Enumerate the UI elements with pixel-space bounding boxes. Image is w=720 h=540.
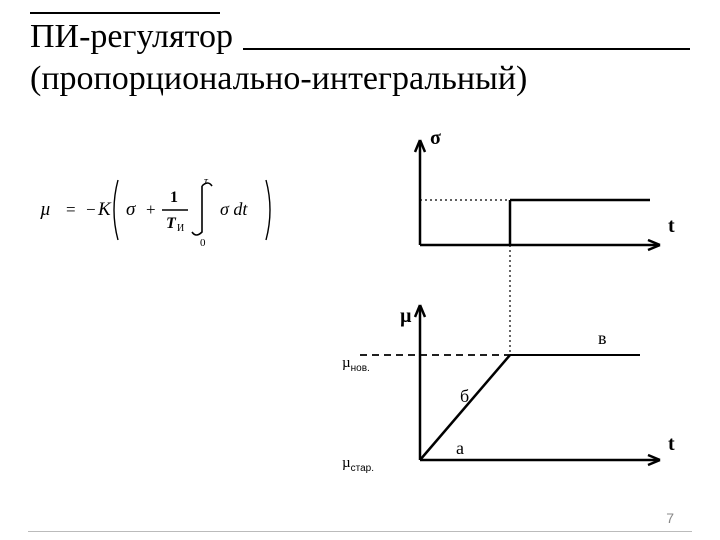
svg-text:t: t: [668, 215, 675, 237]
svg-text:−: −: [86, 200, 96, 219]
svg-text:K: K: [97, 199, 112, 220]
response-diagram: σ t µ t а б в µнов. µстар.: [330, 130, 690, 515]
svg-text:T: T: [166, 215, 177, 232]
svg-text:И: И: [177, 223, 184, 234]
svg-text:а: а: [456, 438, 464, 458]
title-top-rule: [30, 12, 220, 14]
svg-text:σ: σ: [430, 130, 441, 149]
footer-rule: [28, 531, 692, 532]
svg-text:µ: µ: [40, 199, 51, 220]
title-underline: [243, 48, 690, 50]
svg-text:+: +: [146, 200, 156, 219]
svg-text:σ: σ: [126, 199, 136, 220]
svg-text:µ: µ: [400, 305, 412, 327]
svg-text:б: б: [460, 386, 469, 406]
svg-text:=: =: [66, 200, 76, 219]
pi-formula: µ = − K σ + 1 T И τ 0 σ dt: [40, 170, 320, 255]
svg-text:в: в: [598, 328, 607, 348]
svg-text:τ: τ: [204, 175, 209, 187]
svg-text:0: 0: [200, 237, 206, 249]
mu-star-label: µстар.: [342, 454, 374, 474]
mu-nov-label: µнов.: [342, 354, 370, 374]
svg-text:t: t: [668, 433, 675, 455]
title-line-2: (пропорционально-интегральный): [30, 58, 690, 98]
slide-title: ПИ-регулятор (пропорционально-интегральн…: [30, 18, 690, 98]
svg-text:1: 1: [170, 189, 178, 206]
svg-text:σ dt: σ dt: [220, 199, 248, 219]
title-line-1: ПИ-регулятор: [30, 18, 237, 58]
page-number: 7: [666, 510, 674, 526]
